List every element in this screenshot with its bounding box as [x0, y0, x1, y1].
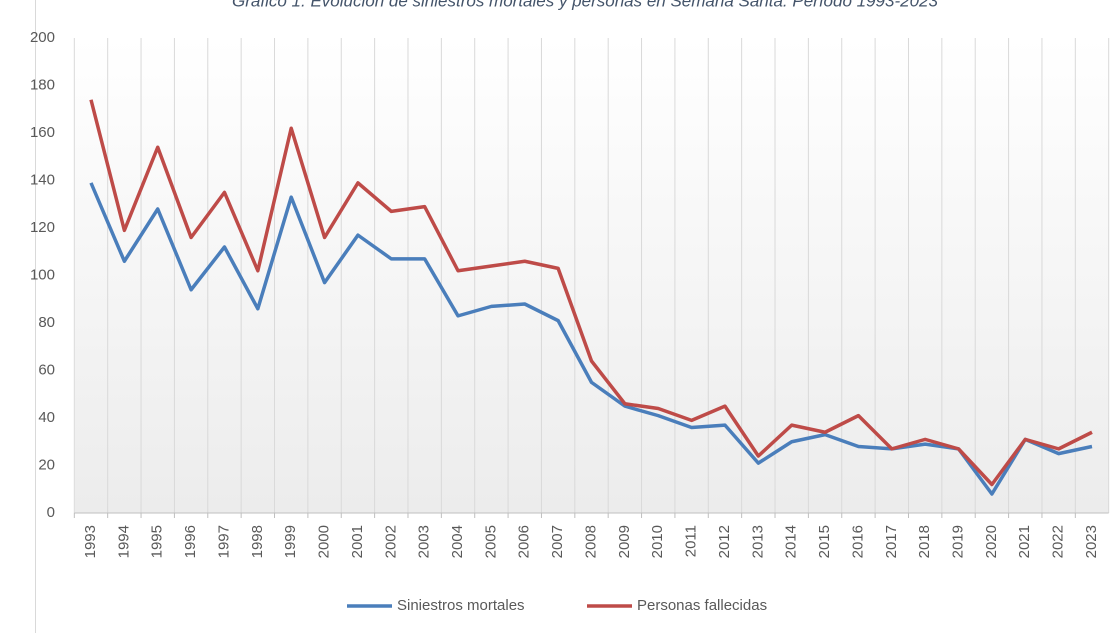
x-tick-label: 2002 [382, 525, 399, 558]
x-tick-label: 1999 [282, 525, 299, 558]
x-tick-label: 2007 [549, 525, 566, 558]
y-tick-label: 180 [30, 76, 55, 93]
y-tick-label: 140 [30, 171, 55, 188]
x-tick-label: 2001 [349, 525, 366, 558]
x-tick-label: 1997 [215, 525, 232, 558]
x-tick-label: 2004 [449, 525, 466, 558]
x-tick-label: 2020 [983, 525, 1000, 558]
y-tick-label: 120 [30, 219, 55, 236]
x-tick-label: 1996 [182, 525, 199, 558]
x-tick-label: 2013 [749, 525, 766, 558]
x-tick-label: 1995 [149, 525, 166, 558]
x-tick-label: 2019 [950, 525, 967, 558]
x-tick-label: 1993 [82, 525, 99, 558]
series-line [89, 182, 1093, 496]
x-tick-label: 1998 [249, 525, 266, 558]
y-tick-label: 20 [38, 456, 55, 473]
y-tick-label: 160 [30, 124, 55, 141]
x-tick-label: 2009 [616, 525, 633, 558]
plot-area [75, 38, 1109, 513]
x-tick-label: 2012 [716, 525, 733, 558]
chart-title: Gráfico 1. Evolución de siniestros morta… [232, 0, 938, 10]
x-tick-label: 2021 [1016, 525, 1033, 558]
x-tick-label: 2023 [1083, 525, 1100, 558]
x-tick-label: 2000 [316, 525, 333, 558]
x-tick-label: 2022 [1050, 525, 1067, 558]
x-tick-label: 2015 [816, 525, 833, 558]
x-tick-label: 2018 [916, 525, 933, 558]
legend-label: Personas fallecidas [637, 597, 767, 614]
x-tick-label: 2010 [649, 525, 666, 558]
x-tick-label: 2017 [883, 525, 900, 558]
y-tick-label: 0 [47, 504, 55, 521]
y-tick-label: 80 [38, 314, 55, 331]
series-line [89, 99, 1093, 487]
y-tick-label: 100 [30, 266, 55, 283]
x-tick-label: 2008 [582, 525, 599, 558]
x-tick-label: 2003 [416, 525, 433, 558]
y-tick-label: 60 [38, 361, 55, 378]
x-tick-label: 2006 [516, 525, 533, 558]
x-tick-label: 2005 [482, 525, 499, 558]
legend-label: Siniestros mortales [397, 597, 525, 614]
x-tick-label: 2016 [849, 525, 866, 558]
x-tick-label: 1994 [115, 525, 132, 558]
y-tick-label: 200 [30, 29, 55, 46]
y-tick-label: 40 [38, 409, 55, 426]
x-tick-label: 2011 [683, 525, 700, 557]
x-tick-label: 2014 [783, 525, 800, 558]
